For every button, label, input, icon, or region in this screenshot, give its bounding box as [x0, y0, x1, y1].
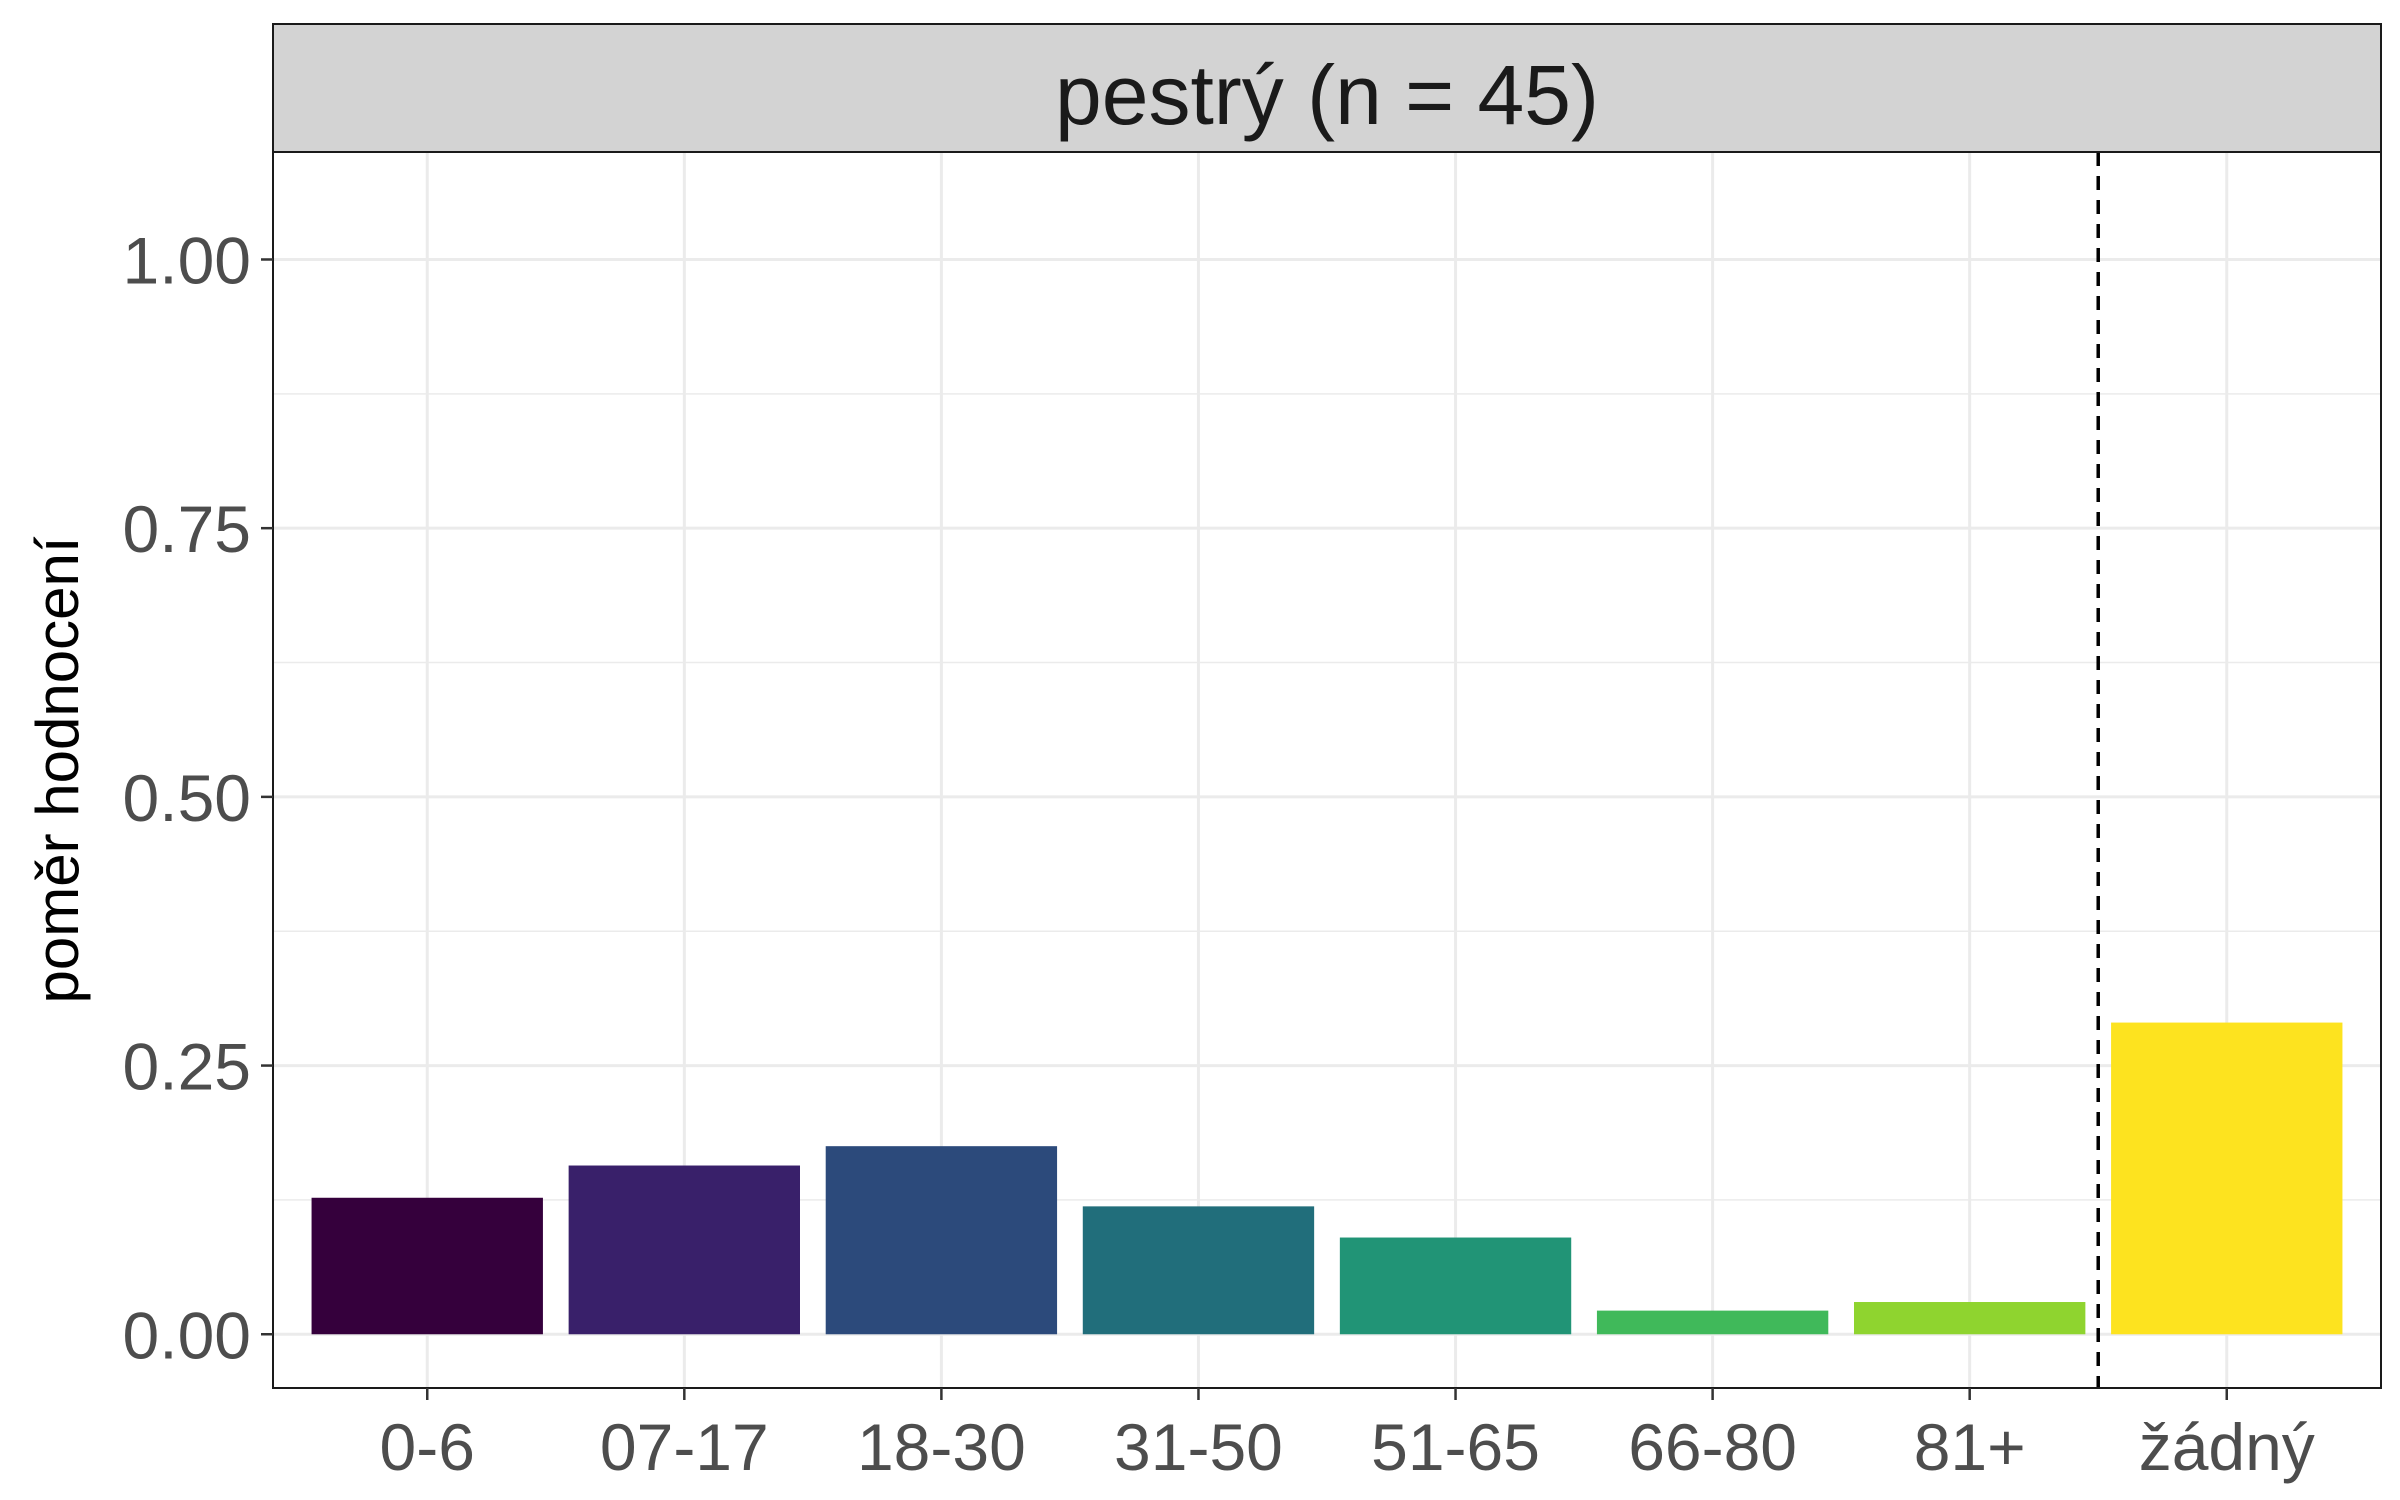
x-tick-label: žádný: [2139, 1410, 2315, 1484]
bar-žádný: [2111, 1022, 2343, 1335]
bar-07-17: [568, 1165, 800, 1335]
y-tick-label: 0.00: [123, 1298, 251, 1372]
x-tick-label: 66-80: [1628, 1410, 1797, 1484]
bar-81+: [1854, 1302, 2086, 1335]
y-axis: 0.00 0.25 0.50 0.75 1.00: [123, 223, 273, 1372]
gridlines: [273, 152, 2381, 1388]
x-tick-label: 07-17: [600, 1410, 769, 1484]
x-tick-label: 31-50: [1114, 1410, 1283, 1484]
bar-31-50: [1082, 1206, 1315, 1335]
bar-0-6: [311, 1197, 543, 1335]
x-tick-label: 0-6: [380, 1410, 475, 1484]
bar-51-65: [1339, 1237, 1572, 1335]
y-tick-label: 0.75: [123, 492, 251, 566]
facet-strip: [272, 23, 2382, 153]
y-tick-label: 1.00: [123, 223, 251, 297]
bar-18-30: [825, 1146, 1058, 1335]
x-tick-label: 81+: [1914, 1410, 2026, 1484]
x-axis: 0-6 07-17 18-30 31-50 51-65 66-80 81+ žádný: [380, 1388, 2315, 1484]
facet-title: pestrý (n = 45): [1055, 48, 1599, 142]
y-axis-title: poměr hodnocení: [24, 536, 91, 1003]
x-tick-label: 18-30: [857, 1410, 1026, 1484]
y-tick-label: 0.25: [123, 1030, 251, 1104]
bar-66-80: [1596, 1310, 1829, 1335]
plot-panel-border: [272, 151, 2382, 1389]
bars: [311, 1022, 2343, 1335]
y-tick-label: 0.50: [123, 761, 251, 835]
x-tick-label: 51-65: [1371, 1410, 1540, 1484]
